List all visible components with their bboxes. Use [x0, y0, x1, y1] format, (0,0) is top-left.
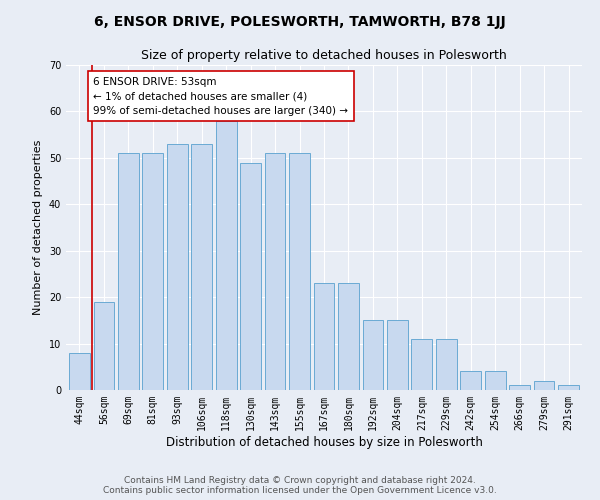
Bar	[387, 320, 408, 390]
Bar	[191, 144, 212, 390]
Bar	[118, 153, 139, 390]
Bar	[338, 283, 359, 390]
Bar	[485, 372, 506, 390]
Title: Size of property relative to detached houses in Polesworth: Size of property relative to detached ho…	[141, 50, 507, 62]
Bar	[314, 283, 334, 390]
Bar	[460, 372, 481, 390]
Bar	[94, 302, 114, 390]
Bar	[216, 120, 236, 390]
Bar	[167, 144, 188, 390]
Bar	[412, 339, 432, 390]
Bar	[142, 153, 163, 390]
Text: 6 ENSOR DRIVE: 53sqm
← 1% of detached houses are smaller (4)
99% of semi-detache: 6 ENSOR DRIVE: 53sqm ← 1% of detached ho…	[94, 76, 349, 116]
Bar	[289, 153, 310, 390]
X-axis label: Distribution of detached houses by size in Polesworth: Distribution of detached houses by size …	[166, 436, 482, 448]
Bar	[265, 153, 286, 390]
Bar	[362, 320, 383, 390]
Bar	[558, 386, 579, 390]
Bar	[436, 339, 457, 390]
Bar	[534, 380, 554, 390]
Y-axis label: Number of detached properties: Number of detached properties	[33, 140, 43, 315]
Text: Contains HM Land Registry data © Crown copyright and database right 2024.
Contai: Contains HM Land Registry data © Crown c…	[103, 476, 497, 495]
Bar	[509, 386, 530, 390]
Bar	[240, 162, 261, 390]
Text: 6, ENSOR DRIVE, POLESWORTH, TAMWORTH, B78 1JJ: 6, ENSOR DRIVE, POLESWORTH, TAMWORTH, B7…	[94, 15, 506, 29]
Bar	[69, 353, 90, 390]
